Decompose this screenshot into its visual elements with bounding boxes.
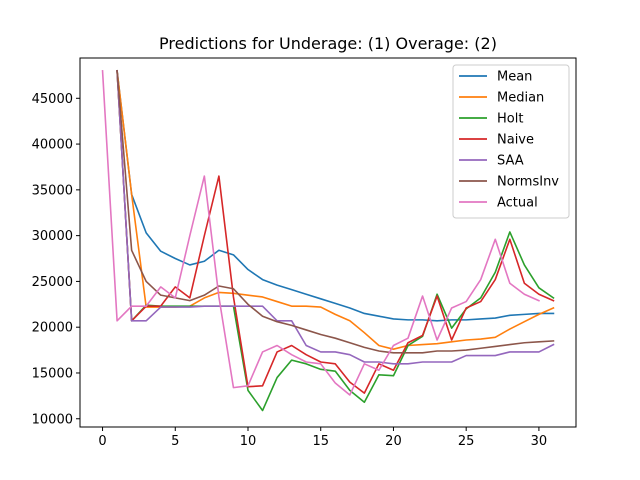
y-tick-label: 20000	[32, 321, 73, 336]
x-tick-label: 0	[98, 434, 106, 449]
series-line-naive	[116, 69, 555, 394]
x-tick-label: 5	[171, 434, 179, 449]
chart-title: Predictions for Underage: (1) Overage: (…	[159, 34, 497, 53]
x-tick-label: 15	[312, 434, 329, 449]
legend-label-actual: Actual	[497, 196, 538, 211]
series-line-actual	[101, 69, 540, 396]
y-tick-label: 35000	[32, 183, 73, 198]
legend-label-naive: Naive	[497, 133, 534, 148]
y-tick-label: 40000	[32, 138, 73, 153]
series-line-saa	[116, 69, 555, 365]
y-axis: 10000 15000 20000 25000 30000 35000 40000 45000	[32, 92, 80, 427]
legend-label-mean: Mean	[497, 70, 532, 85]
y-tick-label: 45000	[32, 92, 73, 107]
legend: Mean Median Holt Naive SAA NormsInv Actual	[452, 64, 570, 219]
x-axis: 0 5 10 15 20 25 30	[98, 427, 547, 449]
plot-lines	[101, 69, 555, 412]
series-line-mean	[116, 69, 555, 322]
legend-label-normsinv: NormsInv	[497, 175, 559, 190]
y-tick-label: 30000	[32, 229, 73, 244]
x-tick-label: 10	[240, 434, 257, 449]
legend-box	[452, 64, 570, 219]
plot-frame	[79, 57, 577, 428]
x-tick-label: 30	[531, 434, 548, 449]
series-line-holt	[116, 69, 555, 412]
y-tick-label: 25000	[32, 275, 73, 290]
y-tick-label: 10000	[32, 412, 73, 427]
x-tick-label: 25	[458, 434, 475, 449]
legend-label-median: Median	[497, 91, 544, 106]
legend-label-holt: Holt	[497, 112, 523, 127]
x-tick-label: 20	[385, 434, 402, 449]
series-line-normsinv	[116, 69, 555, 354]
legend-label-saa: SAA	[497, 154, 524, 169]
y-tick-label: 15000	[32, 366, 73, 381]
